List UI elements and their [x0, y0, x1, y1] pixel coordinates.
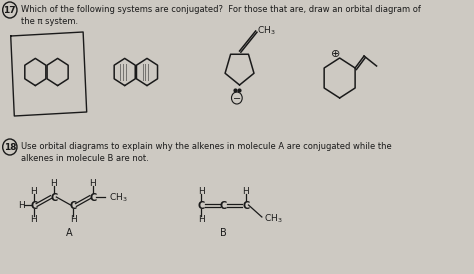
Text: B: B [220, 228, 227, 238]
Text: C: C [198, 201, 205, 211]
Text: C: C [89, 193, 97, 203]
Text: $\mathregular{CH_3}$: $\mathregular{CH_3}$ [257, 25, 276, 37]
Text: H: H [198, 187, 204, 196]
Text: −: − [233, 94, 241, 104]
Text: H: H [70, 215, 77, 224]
Text: Which of the following systems are conjugated?  For those that are, draw an orbi: Which of the following systems are conju… [20, 5, 420, 26]
Text: H: H [242, 187, 249, 196]
Text: C: C [242, 201, 249, 211]
Text: C: C [50, 193, 57, 203]
Text: H: H [31, 187, 37, 196]
Text: C: C [70, 201, 77, 211]
Text: H: H [198, 215, 204, 224]
Text: ⊕: ⊕ [331, 49, 341, 59]
Text: Use orbital diagrams to explain why the alkenes in molecule A are conjugated whi: Use orbital diagrams to explain why the … [20, 142, 392, 163]
Text: C: C [30, 201, 37, 211]
Text: H: H [90, 178, 96, 187]
Text: H: H [31, 215, 37, 224]
Text: H: H [18, 201, 25, 210]
Text: $\mathregular{CH_3}$: $\mathregular{CH_3}$ [264, 213, 283, 225]
Text: H: H [50, 178, 57, 187]
Text: A: A [66, 228, 73, 238]
Text: 17: 17 [3, 6, 16, 15]
Text: $\mathregular{CH_3}$: $\mathregular{CH_3}$ [109, 192, 128, 204]
Text: C: C [220, 201, 227, 211]
Text: 18: 18 [4, 143, 16, 152]
